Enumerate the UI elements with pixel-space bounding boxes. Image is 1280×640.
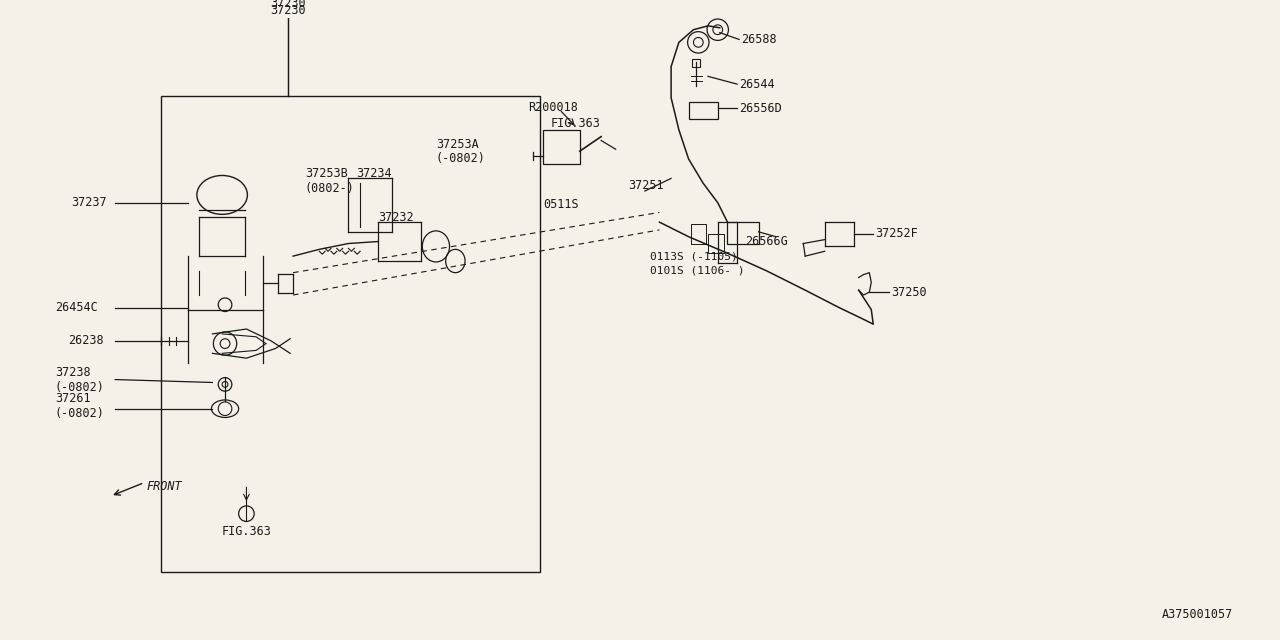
Text: (-0802): (-0802)	[55, 381, 105, 394]
Text: R200018: R200018	[529, 101, 579, 114]
Text: 37237: 37237	[72, 196, 108, 209]
Text: 37251: 37251	[628, 179, 664, 192]
Bar	[161, 96, 540, 572]
Text: FIG.363: FIG.363	[221, 525, 271, 538]
Text: (-0802): (-0802)	[55, 407, 105, 420]
Text: 26454C: 26454C	[55, 301, 97, 314]
Text: 26544: 26544	[739, 77, 774, 91]
Text: 37230: 37230	[270, 0, 306, 10]
Text: (-0802): (-0802)	[436, 152, 486, 166]
Bar	[708, 234, 723, 253]
Text: 0101S (1106- ): 0101S (1106- )	[650, 266, 744, 276]
Text: 37238: 37238	[55, 366, 91, 380]
Text: 37253B: 37253B	[305, 167, 347, 180]
Text: FRONT: FRONT	[146, 480, 182, 493]
Text: 26566G: 26566G	[745, 235, 787, 248]
Text: A375001057: A375001057	[1161, 607, 1233, 621]
Text: 37234: 37234	[356, 167, 392, 180]
Text: 0113S (-1105): 0113S (-1105)	[650, 251, 737, 261]
Text: 37232: 37232	[379, 211, 415, 224]
Text: 0511S: 0511S	[543, 198, 579, 211]
Text: (0802-): (0802-)	[305, 182, 355, 195]
Text: 26238: 26238	[69, 334, 104, 347]
Bar	[727, 222, 759, 243]
Text: 37252F: 37252F	[876, 227, 918, 240]
Bar	[543, 130, 580, 164]
Text: 37230: 37230	[270, 4, 306, 17]
Text: 37253A: 37253A	[436, 138, 479, 151]
Text: 37250: 37250	[891, 285, 927, 299]
Text: 37261: 37261	[55, 392, 91, 406]
Bar	[692, 59, 700, 67]
Text: 26556D: 26556D	[739, 102, 782, 115]
Bar	[689, 102, 718, 119]
Bar	[690, 224, 707, 243]
Text: 26588: 26588	[741, 33, 777, 46]
Text: FIG.363: FIG.363	[550, 116, 600, 129]
